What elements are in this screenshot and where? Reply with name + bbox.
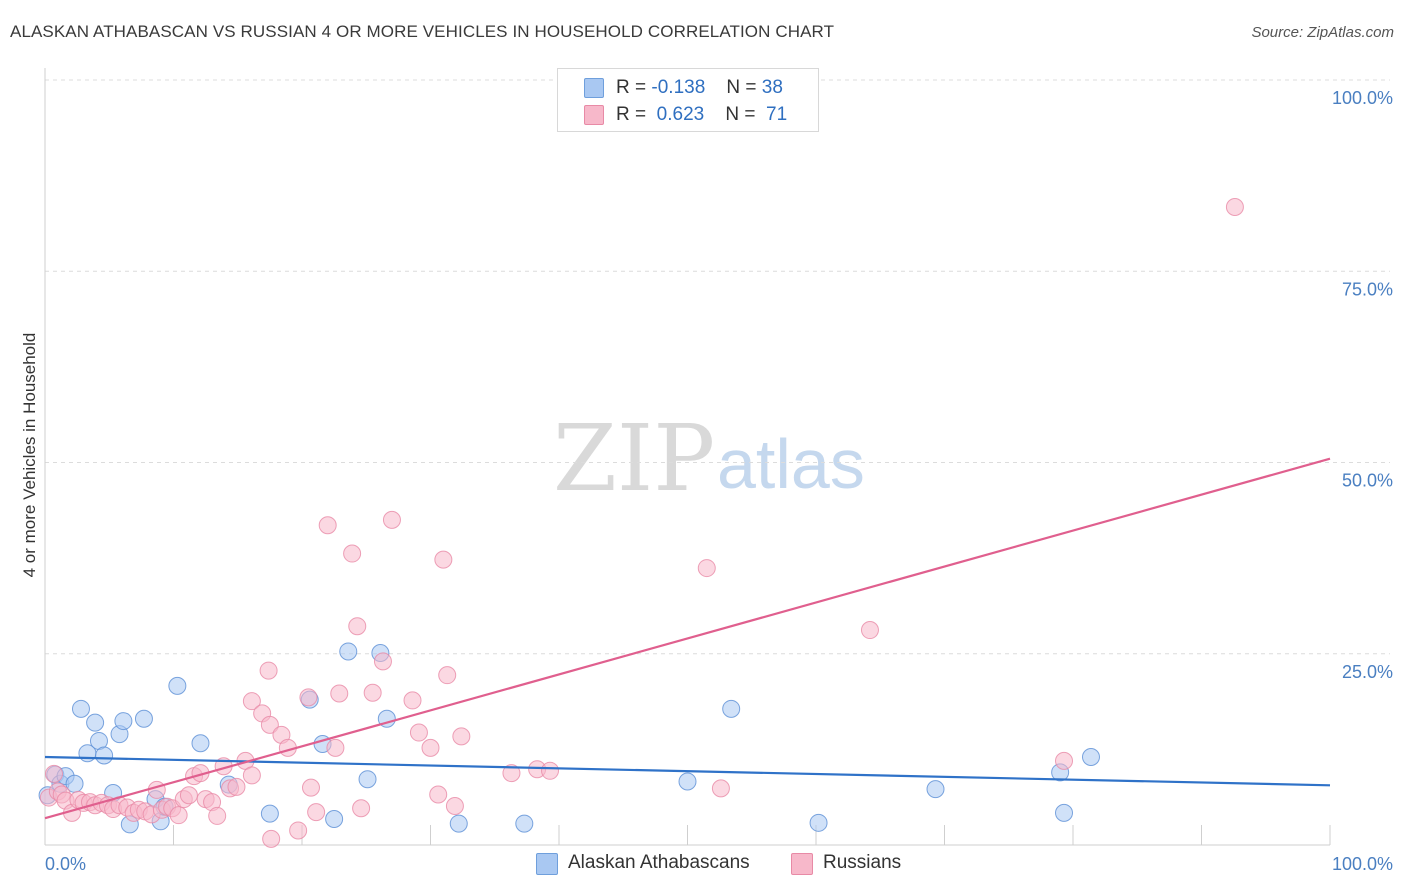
y-tick-label-2: 75.0% <box>1342 279 1393 299</box>
point-russian-59 <box>429 785 448 804</box>
y-axis-label: 4 or more Vehicles in Household <box>20 333 39 578</box>
point-russian-57 <box>409 723 428 742</box>
point-russian-46 <box>307 803 326 822</box>
point-russian-54 <box>373 652 392 671</box>
y-tick-label-0: 25.0% <box>1342 662 1393 682</box>
r-label: R = <box>616 77 647 98</box>
point-russian-1 <box>44 764 63 783</box>
point-russian-62 <box>445 796 464 815</box>
point-athabascan-9 <box>95 746 114 765</box>
point-russian-49 <box>330 684 349 703</box>
n-label: N = <box>726 77 757 98</box>
point-athabascan-24 <box>325 809 344 828</box>
gridlines <box>45 79 1390 655</box>
point-athabascan-12 <box>114 712 133 731</box>
point-russian-71 <box>1225 197 1244 216</box>
point-athabascan-14 <box>134 709 153 728</box>
point-russian-25 <box>179 786 198 805</box>
point-athabascan-7 <box>86 713 105 732</box>
point-athabascan-32 <box>722 699 741 718</box>
point-russian-51 <box>348 617 367 636</box>
n-label: N = <box>725 104 756 125</box>
point-russian-43 <box>289 821 308 840</box>
trend-line-russian <box>44 457 1331 820</box>
watermark-zip: ZIP <box>553 405 715 512</box>
point-russian-63 <box>452 727 471 746</box>
legend-text-russian: R = 0.623 N = 71 <box>616 104 787 126</box>
x-tick-labels: 0.0% 100.0% <box>45 854 1393 874</box>
bottom-legend-label-russians: Russians <box>823 852 902 873</box>
axes <box>44 68 1331 846</box>
trend-line-athabascan <box>44 755 1331 787</box>
point-russian-50 <box>343 544 362 563</box>
point-russian-44 <box>299 688 318 707</box>
point-athabascan-29 <box>449 814 468 833</box>
series-russians <box>39 197 1244 848</box>
bottom-legend-swatch-athabascans <box>536 853 558 875</box>
r-value: 0.623 <box>656 104 705 125</box>
point-athabascan-19 <box>191 734 210 753</box>
y-tick-label-3: 100.0% <box>1332 88 1393 108</box>
y-tick-labels: 25.0% 50.0% 75.0% 100.0% <box>1332 88 1393 682</box>
chart-title: ALASKAN ATHABASCAN VS RUSSIAN 4 OR MORE … <box>10 22 835 41</box>
point-russian-23 <box>169 806 188 825</box>
point-russian-33 <box>227 777 246 796</box>
point-russian-47 <box>318 516 337 535</box>
x-tick-label-1: 100.0% <box>1332 854 1393 874</box>
point-athabascan-21 <box>260 804 279 823</box>
n-value: 38 <box>761 77 783 98</box>
point-athabascan-30 <box>515 814 534 833</box>
point-athabascan-26 <box>358 770 377 789</box>
point-russian-70 <box>1055 751 1074 770</box>
correlation-legend: R = -0.138 N = 38 R = 0.623 N = 71 <box>557 68 819 132</box>
point-russian-40 <box>262 829 281 848</box>
point-russian-48 <box>326 738 345 757</box>
point-russian-36 <box>242 692 261 711</box>
n-value: 71 <box>766 104 788 125</box>
point-russian-56 <box>403 691 422 710</box>
point-russian-66 <box>541 761 560 780</box>
y-tick-label-1: 50.0% <box>1342 471 1393 491</box>
point-russian-69 <box>860 621 879 640</box>
point-russian-53 <box>363 683 382 702</box>
legend-swatch-russian <box>584 105 604 125</box>
bottom-legend-swatch-russians <box>791 853 813 875</box>
point-russian-19 <box>147 780 166 799</box>
point-russian-67 <box>697 559 716 578</box>
point-athabascan-31 <box>678 772 697 791</box>
point-russian-68 <box>711 779 730 798</box>
watermark-atlas: atlas <box>717 425 865 503</box>
point-russian-61 <box>438 666 457 685</box>
point-russian-38 <box>259 661 278 680</box>
r-value: -0.138 <box>651 77 706 98</box>
bottom-legend-label-athabascans: Alaskan Athabascans <box>568 852 750 873</box>
point-athabascan-34 <box>926 780 945 799</box>
point-athabascan-25 <box>339 642 358 661</box>
legend-swatch-athabascan <box>584 78 604 98</box>
legend-text-athabascan: R = -0.138 N = 38 <box>616 77 783 99</box>
point-russian-45 <box>301 778 320 797</box>
point-russian-60 <box>434 550 453 569</box>
x-tick-label-0: 0.0% <box>45 854 86 874</box>
point-athabascan-36 <box>1055 803 1074 822</box>
r-label: R = <box>616 104 647 125</box>
point-athabascan-37 <box>1081 748 1100 767</box>
point-russian-39 <box>260 715 279 734</box>
source-label: Source: ZipAtlas.com <box>1251 24 1394 41</box>
point-russian-30 <box>208 806 227 825</box>
point-russian-55 <box>382 510 401 529</box>
point-russian-52 <box>352 799 371 818</box>
point-russian-35 <box>242 766 261 785</box>
point-russian-64 <box>502 764 521 783</box>
point-russian-58 <box>421 738 440 757</box>
point-athabascan-33 <box>809 813 828 832</box>
trend-lines <box>44 457 1331 820</box>
point-athabascan-5 <box>71 699 90 718</box>
watermark: ZIP atlas <box>553 405 865 512</box>
point-athabascan-18 <box>168 676 187 695</box>
